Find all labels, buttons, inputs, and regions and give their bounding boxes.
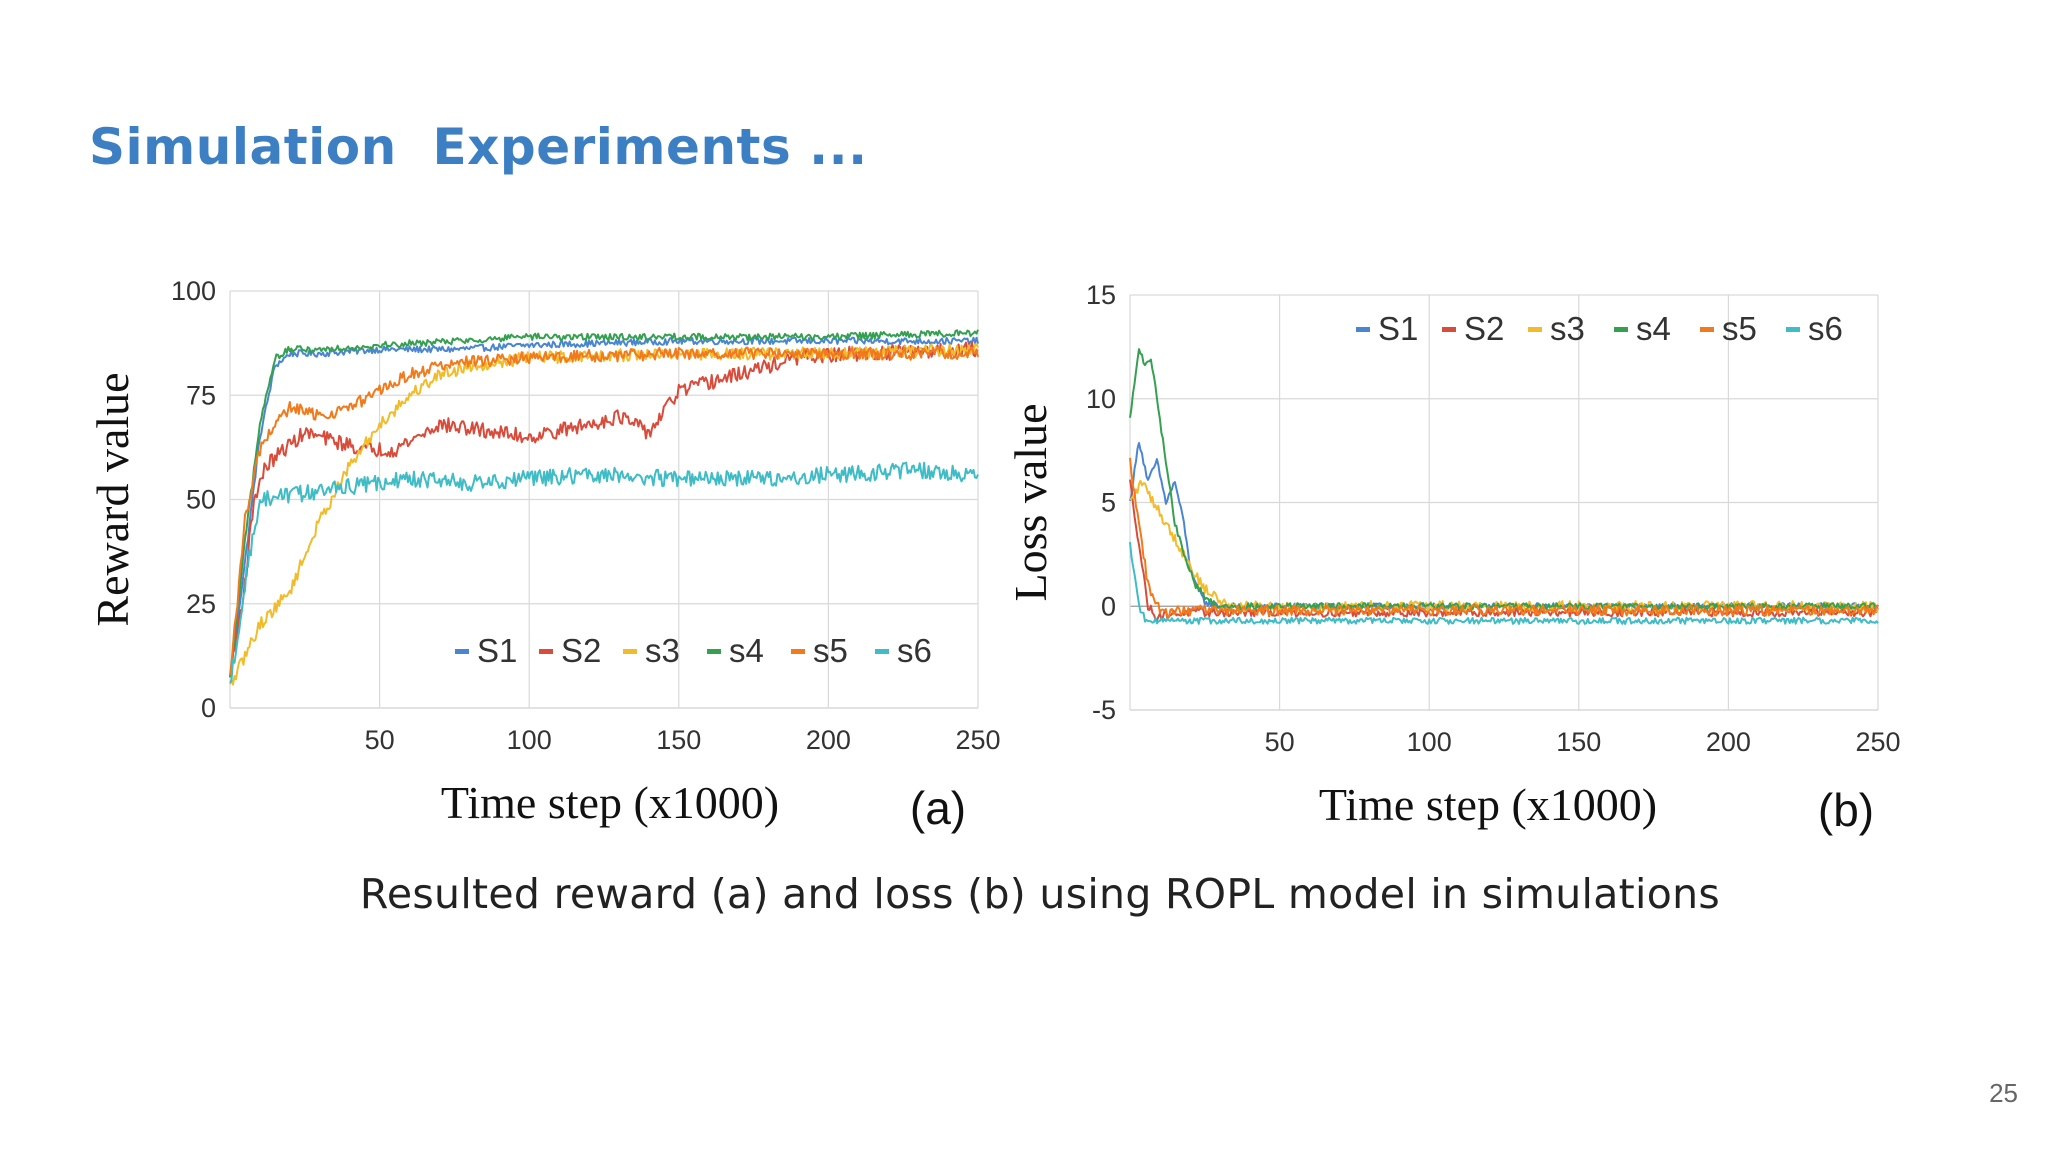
series-line-s2 <box>229 341 979 678</box>
y-tick-label: -5 <box>1092 695 1116 725</box>
series-line-s5 <box>1129 457 1879 619</box>
legend-label-s2: S2 <box>1464 310 1504 347</box>
series-line-s1 <box>229 336 979 678</box>
y-axis-label: Reward value <box>87 372 138 626</box>
series-line-s3 <box>1129 479 1879 613</box>
legend-swatch-s4 <box>1614 327 1628 332</box>
x-tick-label: 200 <box>806 725 851 755</box>
chart-panel-loss: -5 0 5 10 15 50 100 150 200 250 S1 S2 s3 s4 s5 s6 Loss v… <box>1005 280 1901 836</box>
x-tick-label: 150 <box>1556 727 1601 757</box>
legend-swatch-s6 <box>875 649 889 654</box>
series-line-s4 <box>1129 348 1879 611</box>
y-tick-label: 25 <box>186 589 216 619</box>
legend-label-s3: s3 <box>645 632 680 669</box>
x-axis-label: Time step (x1000) <box>441 777 779 828</box>
series-line-s6 <box>229 461 979 684</box>
panel-label: (a) <box>910 782 966 834</box>
slide-title: Simulation Experiments ... <box>89 118 868 176</box>
legend-swatch-s3 <box>623 649 637 654</box>
x-tick-label: 250 <box>955 725 1000 755</box>
x-tick-label: 100 <box>507 725 552 755</box>
legend-swatch-s5 <box>1700 327 1714 332</box>
legend-swatch-s6 <box>1786 327 1800 332</box>
legend-swatch-s1 <box>1356 327 1370 332</box>
y-tick-label: 100 <box>171 276 216 306</box>
legend-swatch-s5 <box>791 649 805 654</box>
y-tick-label: 75 <box>186 380 216 410</box>
series-line-s6 <box>1129 542 1879 625</box>
series-line-s5 <box>229 346 979 676</box>
legend-label-s4: s4 <box>1636 310 1671 347</box>
legend-swatch-s1 <box>455 649 469 654</box>
legend-label-s2: S2 <box>561 632 601 669</box>
legend-swatch-s3 <box>1528 327 1542 332</box>
y-tick-label: 0 <box>201 693 216 723</box>
legend-label-s3: s3 <box>1550 310 1585 347</box>
legend-label-s5: s5 <box>1722 310 1757 347</box>
y-axis-label: Loss value <box>1005 403 1056 601</box>
x-tick-label: 250 <box>1855 727 1900 757</box>
legend-swatch-s4 <box>707 649 721 654</box>
x-tick-label: 50 <box>365 725 395 755</box>
x-tick-label: 50 <box>1265 727 1295 757</box>
series-line-s1 <box>1129 442 1879 611</box>
legend-label-s4: s4 <box>729 632 764 669</box>
y-tick-label: 15 <box>1086 280 1116 310</box>
y-tick-label: 50 <box>186 485 216 515</box>
figure-caption: Resulted reward (a) and loss (b) using R… <box>359 870 1721 918</box>
y-tick-label: 5 <box>1101 488 1116 518</box>
legend-label-s1: S1 <box>1378 310 1418 347</box>
x-tick-label: 200 <box>1706 727 1751 757</box>
legend-label-s1: S1 <box>477 632 517 669</box>
x-tick-label: 100 <box>1407 727 1452 757</box>
x-axis-label: Time step (x1000) <box>1319 779 1657 830</box>
series-line-s4 <box>229 329 979 678</box>
page-number: 25 <box>1989 1078 2018 1108</box>
y-tick-label: 0 <box>1101 591 1116 621</box>
legend-swatch-s2 <box>539 649 553 654</box>
panel-label: (b) <box>1818 784 1874 836</box>
chart-panel-reward: 0 25 50 75 100 50 100 150 200 250 S1 S2 s3 s4 s5 s6 Rewa… <box>87 276 1001 834</box>
legend-label-s6: s6 <box>1808 310 1843 347</box>
x-tick-label: 150 <box>656 725 701 755</box>
legend-label-s6: s6 <box>897 632 932 669</box>
legend-label-s5: s5 <box>813 632 848 669</box>
series-line-s2 <box>1129 479 1879 622</box>
y-tick-label: 10 <box>1086 384 1116 414</box>
legend-swatch-s2 <box>1442 327 1456 332</box>
